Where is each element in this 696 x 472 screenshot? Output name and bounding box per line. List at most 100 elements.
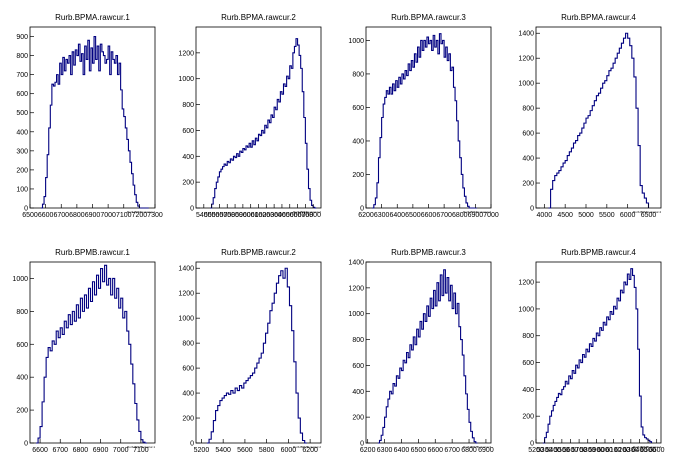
x-tick-label: 6800 xyxy=(452,212,468,219)
y-tick-label: 1000 xyxy=(518,81,534,88)
x-tick-label: 5800 xyxy=(227,212,243,219)
x-tick-label: 6100 xyxy=(606,447,622,454)
x-tick-label: 7000 xyxy=(483,212,499,219)
y-tick-label: 600 xyxy=(16,91,28,98)
x-tick-label: 5800 xyxy=(259,447,275,454)
y-tick-label: 600 xyxy=(16,342,28,349)
y-tick-label: 700 xyxy=(16,72,28,79)
x-tick-label: 6900 xyxy=(478,447,494,454)
x-tick-label: 5400 xyxy=(215,447,231,454)
x-tick-label: 6300 xyxy=(374,212,390,219)
y-tick-label: 1200 xyxy=(348,285,364,292)
histogram-title: Rurb.BPMA.rawcur.3 xyxy=(391,13,466,22)
y-tick-label: 1200 xyxy=(518,280,534,287)
y-tick-label: 0 xyxy=(190,206,194,213)
x-tick-label: 5000 xyxy=(578,212,594,219)
y-tick-label: 0 xyxy=(530,441,534,448)
x-tick-label: 6200 xyxy=(614,447,630,454)
x-tick-label: 5900 xyxy=(589,447,605,454)
x-tick-label: 7200 xyxy=(132,212,148,219)
x-tick-label: 5900 xyxy=(235,212,251,219)
title-box: Rurb.BPMB.rawcur.2 xyxy=(213,245,304,259)
y-tick-label: 1400 xyxy=(178,266,194,273)
x-axis-label: Rurb.BPMB.rawcur.4 xyxy=(633,445,661,449)
x-tick-label: 6900 xyxy=(93,447,109,454)
plot-frame xyxy=(535,261,662,444)
x-tick-label: 6700 xyxy=(298,212,314,219)
y-tick-label: 400 xyxy=(522,387,534,394)
histogram-outline xyxy=(36,264,147,444)
x-tick-label: 7100 xyxy=(116,212,132,219)
y-tick-label: 1000 xyxy=(348,311,364,318)
title-box: Rurb.BPMA.rawcur.3 xyxy=(383,10,474,24)
x-tick-label: 6600 xyxy=(32,447,48,454)
x-axis-label: Rurb.BPMB.rawcur.1 xyxy=(127,445,155,449)
y-tick-label: 200 xyxy=(16,408,28,415)
histogram-panel-4: Rurb.BPMA.rawcur.4 0 200 400 600 800 1000 1200 1… xyxy=(518,10,662,219)
y-tick-label: 1200 xyxy=(178,291,194,298)
x-tick-label: 6500 xyxy=(640,447,656,454)
x-tick-label: 6500 xyxy=(405,212,421,219)
x-tick-label: 6300 xyxy=(266,212,282,219)
x-axis-label: Rurb.BPMA.rawcur.1 xyxy=(127,210,155,214)
y-tick-label: 800 xyxy=(352,337,364,344)
histogram-title: Rurb.BPMB.rawcur.1 xyxy=(55,248,130,257)
x-tick-label: 6500 xyxy=(411,447,427,454)
histogram-outline xyxy=(548,32,650,209)
y-tick-label: 400 xyxy=(352,389,364,396)
x-tick-label: 6700 xyxy=(436,212,452,219)
y-tick-label: 200 xyxy=(352,172,364,179)
title-box: Rurb.BPMA.rawcur.2 xyxy=(213,10,304,24)
histogram-panel-2: Rurb.BPMA.rawcur.2 0 200 400 600 800 1000 1200 5… xyxy=(178,10,322,219)
histogram-title: Rurb.BPMB.rawcur.4 xyxy=(561,248,636,257)
y-tick-label: 200 xyxy=(16,167,28,174)
y-tick-label: 400 xyxy=(522,156,534,163)
title-box: Rurb.BPMB.rawcur.1 xyxy=(47,245,138,259)
y-tick-label: 500 xyxy=(16,110,28,117)
y-tick-label: 200 xyxy=(352,415,364,422)
x-tick-label: 6100 xyxy=(251,212,267,219)
x-tick-label: 6400 xyxy=(394,447,410,454)
x-axis-label: Rurb.BPMB.rawcur.2 xyxy=(293,445,321,449)
x-tick-label: 5600 xyxy=(563,447,579,454)
x-tick-label: 5600 xyxy=(237,447,253,454)
x-tick-label: 6400 xyxy=(632,447,648,454)
y-tick-label: 400 xyxy=(182,391,194,398)
y-tick-label: 200 xyxy=(522,414,534,421)
histogram-panel-8: Rurb.BPMB.rawcur.4 0 200 400 600 800 1000 1200 5… xyxy=(518,245,665,454)
x-tick-label: 5300 xyxy=(537,447,553,454)
y-tick-label: 600 xyxy=(522,131,534,138)
histogram-outline xyxy=(377,269,478,444)
x-tick-label: 6700 xyxy=(444,447,460,454)
x-axis-label: Rurb.BPMA.rawcur.4 xyxy=(633,210,661,214)
y-tick-label: 600 xyxy=(182,366,194,373)
x-tick-label: 6300 xyxy=(623,447,639,454)
y-tick-label: 0 xyxy=(530,206,534,213)
y-tick-label: 600 xyxy=(522,360,534,367)
y-tick-label: 0 xyxy=(190,441,194,448)
x-tick-label: 6600 xyxy=(290,212,306,219)
y-tick-label: 800 xyxy=(16,309,28,316)
plot-frame xyxy=(29,261,156,444)
plot-frame xyxy=(535,26,662,209)
x-tick-label: 6500 xyxy=(22,212,38,219)
x-tick-label: 5400 xyxy=(196,212,212,219)
y-tick-label: 800 xyxy=(522,333,534,340)
y-tick-label: 200 xyxy=(182,416,194,423)
x-tick-label: 5700 xyxy=(219,212,235,219)
y-tick-label: 800 xyxy=(352,71,364,78)
y-tick-label: 400 xyxy=(16,375,28,382)
y-tick-label: 800 xyxy=(522,106,534,113)
x-tick-label: 6000 xyxy=(281,447,297,454)
histogram-outline xyxy=(210,38,317,209)
x-tick-label: 7000 xyxy=(100,212,116,219)
x-tick-label: 6900 xyxy=(468,212,484,219)
y-tick-label: 1400 xyxy=(518,31,534,38)
histogram-panel-1: Rurb.BPMA.rawcur.1 0 100 200 300 400 500 600 700… xyxy=(16,10,163,219)
y-tick-label: 800 xyxy=(16,53,28,60)
y-tick-label: 300 xyxy=(16,148,28,155)
x-axis-label: Rurb.BPMB.rawcur.3 xyxy=(463,445,491,449)
x-tick-label: 5400 xyxy=(545,447,561,454)
y-tick-label: 600 xyxy=(352,105,364,112)
